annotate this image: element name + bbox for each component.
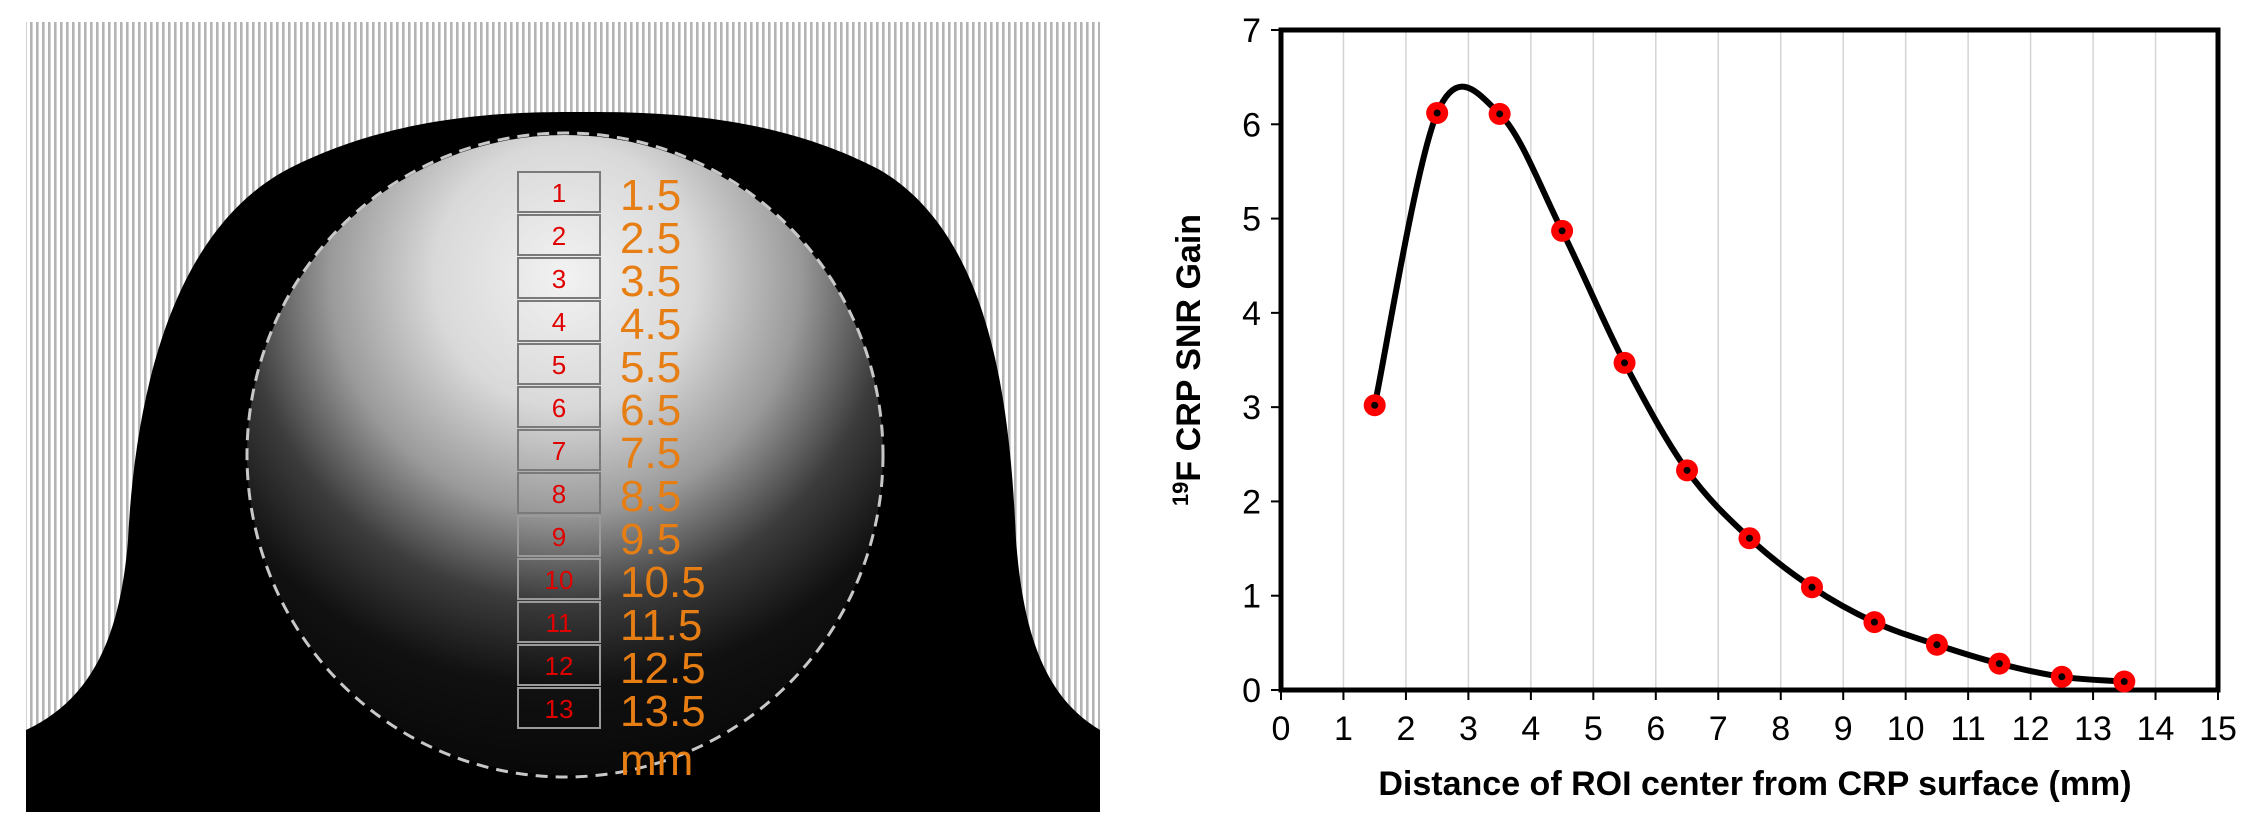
roi-number-label: 10 [545, 565, 574, 595]
roi-box [517, 171, 601, 213]
roi-number-label: 5 [552, 350, 566, 380]
data-point-center [1746, 534, 1753, 542]
data-point-center [1558, 227, 1566, 235]
roi-box [517, 687, 601, 729]
x-tick-label: 13 [2074, 710, 2112, 748]
roi-box [517, 472, 601, 514]
y-axis-title-main: F CRP SNR Gain [1170, 214, 1208, 482]
roi-box [517, 343, 601, 385]
x-tick-label: 5 [1584, 710, 1603, 748]
x-tick-label: 12 [2012, 710, 2050, 748]
x-tick-label: 1 [1334, 710, 1353, 748]
data-point-center [1808, 583, 1816, 591]
x-axis-ticks: 0 1 2 3 4 5 6 7 8 9 10 11 12 13 14 15 [1272, 690, 2237, 748]
x-tick-label: 3 [1459, 710, 1478, 748]
roi-box [517, 644, 601, 686]
mri-image: 123456789101112131.52.53.54.55.56.57.58.… [26, 22, 1100, 812]
data-point-center [1995, 660, 2003, 668]
phantom-sphere [247, 135, 883, 775]
x-tick-label: 4 [1521, 710, 1540, 748]
roi-box [517, 558, 601, 600]
roi-number-label: 3 [552, 264, 566, 294]
roi-number-label: 9 [552, 522, 566, 552]
roi-column: 123456789101112131.52.53.54.55.56.57.58.… [517, 171, 706, 736]
y-tick-label: 3 [1242, 389, 1261, 427]
roi-number-label: 1 [552, 178, 566, 208]
x-tick-label: 7 [1709, 710, 1728, 748]
data-point-center [1870, 618, 1878, 626]
data-point-center [1933, 641, 1941, 649]
y-axis-ticks: 0 1 2 3 4 5 6 7 [1242, 12, 1281, 710]
roi-distance-label: 9.5 [620, 515, 681, 564]
y-tick-label: 6 [1242, 106, 1261, 144]
mri-image-panel: 1 2 3 4 5 6 7 8 9 10 11 12 13 1.5 2.5 3.5 4.5 5.5 6.5 7.5 8.… [0, 0, 1100, 835]
data-markers [1363, 101, 2136, 693]
roi-box [517, 386, 601, 428]
roi-number-label: 12 [545, 651, 574, 681]
x-tick-label: 8 [1771, 710, 1790, 748]
roi-distance-label: 2.5 [620, 214, 681, 263]
data-point-center [1496, 110, 1504, 118]
x-axis-title: Distance of ROI center from CRP surface … [1378, 765, 2131, 803]
data-point-center [1371, 401, 1379, 409]
y-tick-label: 0 [1242, 672, 1261, 710]
y-tick-label: 2 [1242, 483, 1261, 521]
data-point-center [1621, 359, 1629, 367]
roi-box [517, 601, 601, 643]
roi-distance-label: 10.5 [620, 558, 706, 607]
roi-distance-label: 1.5 [620, 171, 681, 220]
roi-number-label: 7 [552, 436, 566, 466]
data-point-center [1433, 109, 1441, 117]
x-tick-label: 9 [1834, 710, 1853, 748]
roi-box [517, 515, 601, 557]
y-tick-label: 4 [1242, 295, 1261, 333]
x-tick-label: 10 [1887, 710, 1925, 748]
roi-distance-label: 11.5 [620, 601, 702, 650]
y-axis-title-superscript: 19 [1168, 482, 1193, 506]
dashed-circle [245, 131, 885, 779]
data-point-center [2058, 673, 2066, 681]
roi-number-label: 2 [552, 221, 566, 251]
x-tick-label: 14 [2137, 710, 2175, 748]
plot-area-border [1278, 27, 2221, 693]
x-tick-label: 0 [1272, 710, 1291, 748]
roi-distance-label: 5.5 [620, 343, 681, 392]
series-line [1371, 83, 2125, 685]
roi-box [517, 429, 601, 471]
roi-distance-label: 3.5 [620, 257, 681, 306]
data-point-center [2120, 678, 2128, 686]
roi-box [517, 214, 601, 256]
roi-box [517, 257, 601, 299]
data-point-center [1683, 466, 1691, 474]
grid-lines [1342, 30, 2157, 690]
y-axis-title: 19F CRP SNR Gain [1168, 214, 1208, 506]
x-tick-label: 15 [2199, 710, 2237, 748]
roi-number-label: 8 [552, 479, 566, 509]
roi-box [517, 300, 601, 342]
y-tick-label: 1 [1242, 578, 1261, 616]
y-tick-label: 5 [1242, 201, 1261, 239]
x-tick-label: 11 [1950, 710, 1985, 748]
roi-distance-label: 12.5 [620, 644, 706, 693]
roi-distance-label: 4.5 [620, 300, 681, 349]
unit-label: mm [620, 736, 693, 785]
roi-distance-label: 7.5 [620, 429, 681, 478]
x-tick-label: 2 [1396, 710, 1415, 748]
roi-number-label: 13 [545, 694, 574, 724]
roi-distance-label: 6.5 [620, 386, 681, 435]
x-tick-label: 6 [1646, 710, 1665, 748]
roi-number-label: 6 [552, 393, 566, 423]
roi-distance-label: 8.5 [620, 472, 681, 521]
y-tick-label: 7 [1242, 12, 1261, 50]
roi-number-label: 11 [546, 608, 573, 638]
roi-distance-label: 13.5 [620, 687, 706, 736]
roi-number-label: 4 [552, 307, 566, 337]
